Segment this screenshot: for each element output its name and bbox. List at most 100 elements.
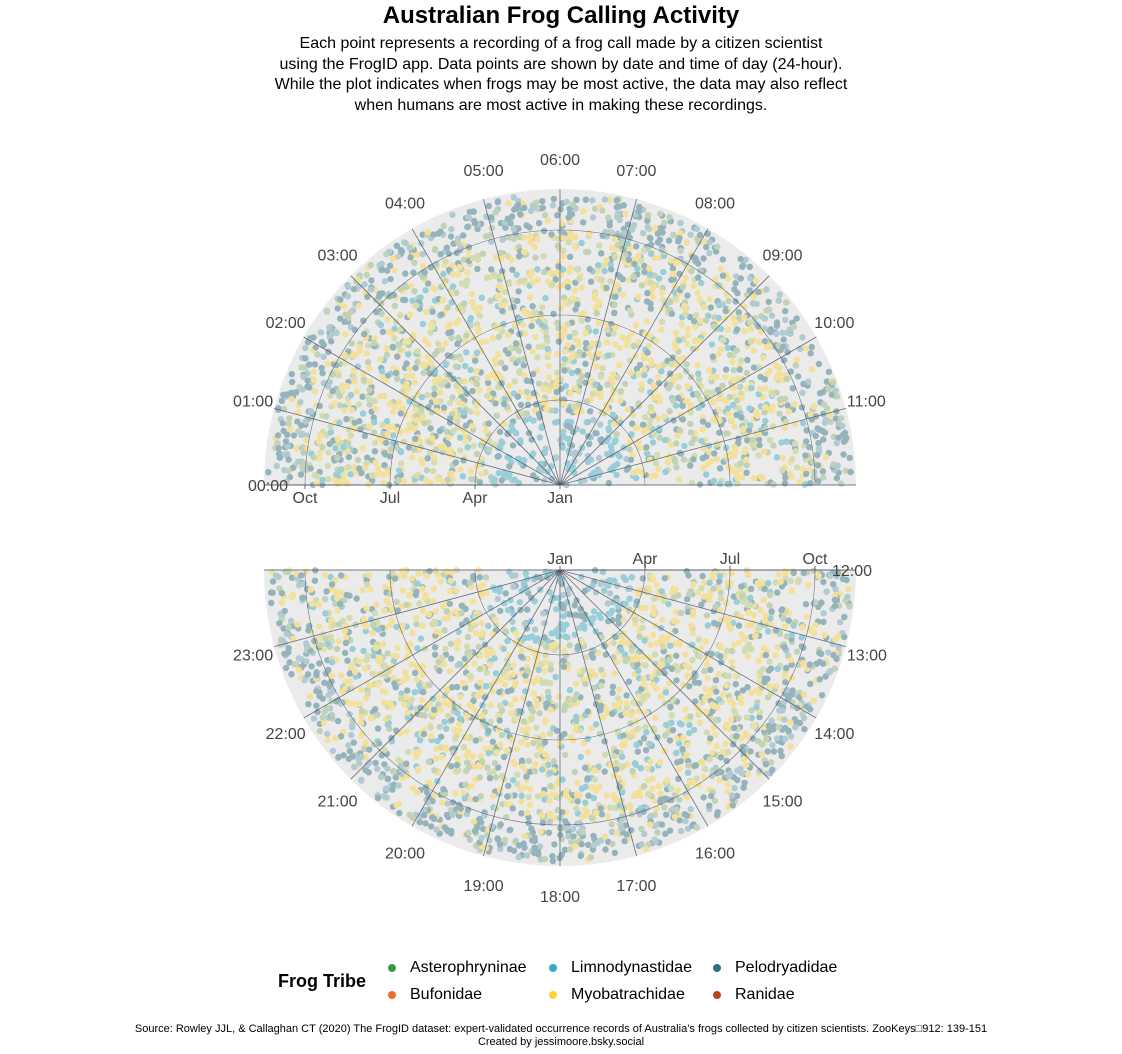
data-point xyxy=(344,318,352,325)
data-point xyxy=(341,291,349,298)
data-point xyxy=(278,397,286,404)
data-point xyxy=(782,679,789,686)
data-point xyxy=(663,416,670,423)
data-point xyxy=(587,854,595,861)
data-point xyxy=(713,373,720,381)
data-point xyxy=(576,275,583,282)
data-point xyxy=(542,766,549,773)
data-point xyxy=(560,400,567,408)
data-point xyxy=(419,273,426,280)
data-point xyxy=(304,383,311,390)
data-point xyxy=(535,466,543,473)
data-point xyxy=(525,757,533,765)
data-point xyxy=(781,469,788,476)
data-point xyxy=(397,448,405,456)
data-point xyxy=(699,759,706,766)
data-point xyxy=(400,378,407,385)
data-point xyxy=(393,478,401,485)
data-point xyxy=(345,378,352,386)
data-point xyxy=(794,373,802,380)
data-point xyxy=(486,774,494,782)
data-point xyxy=(540,397,548,405)
data-point xyxy=(449,684,456,691)
data-point xyxy=(786,326,794,334)
data-point xyxy=(448,226,455,233)
data-point xyxy=(447,353,454,360)
data-point xyxy=(549,202,557,209)
data-point xyxy=(378,368,386,375)
data-point xyxy=(651,225,659,232)
data-point xyxy=(615,242,622,249)
hour-spoke xyxy=(350,275,561,486)
data-point xyxy=(515,288,522,295)
data-point xyxy=(673,260,680,267)
data-point xyxy=(457,693,464,701)
data-point xyxy=(667,381,674,389)
data-point xyxy=(825,368,833,375)
data-point xyxy=(489,688,496,695)
data-point xyxy=(792,362,799,369)
data-point xyxy=(491,759,498,767)
data-point xyxy=(517,248,524,255)
hour-tick-label: 10:00 xyxy=(814,315,854,332)
data-point xyxy=(572,233,579,240)
data-point xyxy=(497,702,504,709)
data-point xyxy=(562,751,569,759)
data-point xyxy=(561,356,568,363)
data-point xyxy=(483,338,490,345)
data-point xyxy=(594,693,601,700)
data-point xyxy=(381,450,388,457)
data-point xyxy=(501,681,509,688)
data-point xyxy=(594,268,601,275)
data-point xyxy=(303,432,311,439)
data-point xyxy=(730,452,738,459)
data-point xyxy=(687,402,695,409)
data-point xyxy=(808,459,815,466)
data-point xyxy=(555,324,562,332)
data-point xyxy=(764,370,771,378)
data-point xyxy=(730,707,738,714)
data-point xyxy=(704,460,711,468)
data-point xyxy=(308,376,315,383)
data-point xyxy=(542,381,549,388)
data-point xyxy=(412,749,419,756)
data-point xyxy=(761,617,769,624)
data-point xyxy=(442,361,449,368)
data-point xyxy=(676,289,683,297)
data-point xyxy=(380,792,388,800)
data-point xyxy=(782,307,789,315)
data-point xyxy=(416,305,423,312)
data-point xyxy=(520,356,527,363)
data-point xyxy=(643,729,650,736)
data-point xyxy=(664,466,672,474)
data-point xyxy=(779,329,786,336)
data-point xyxy=(730,385,737,392)
data-point xyxy=(714,443,721,451)
data-point xyxy=(337,478,344,485)
data-point xyxy=(372,405,380,413)
data-point xyxy=(412,437,419,444)
data-point xyxy=(576,378,583,386)
data-point xyxy=(516,368,523,375)
data-point xyxy=(427,781,435,789)
data-point xyxy=(541,855,549,863)
data-point xyxy=(768,407,776,414)
data-point xyxy=(308,663,315,670)
data-point xyxy=(394,474,401,481)
data-point xyxy=(384,775,391,783)
data-point xyxy=(285,456,292,463)
data-point xyxy=(821,401,828,408)
data-point xyxy=(749,436,757,443)
data-point xyxy=(465,763,472,771)
data-point xyxy=(377,393,384,400)
data-point xyxy=(492,670,500,677)
data-point xyxy=(687,462,694,469)
data-point xyxy=(408,242,416,250)
data-point xyxy=(455,334,462,342)
data-point xyxy=(378,267,385,274)
data-point xyxy=(574,301,581,308)
data-point xyxy=(487,297,494,304)
data-point xyxy=(553,606,560,613)
data-point xyxy=(405,380,412,387)
data-point xyxy=(679,314,686,321)
